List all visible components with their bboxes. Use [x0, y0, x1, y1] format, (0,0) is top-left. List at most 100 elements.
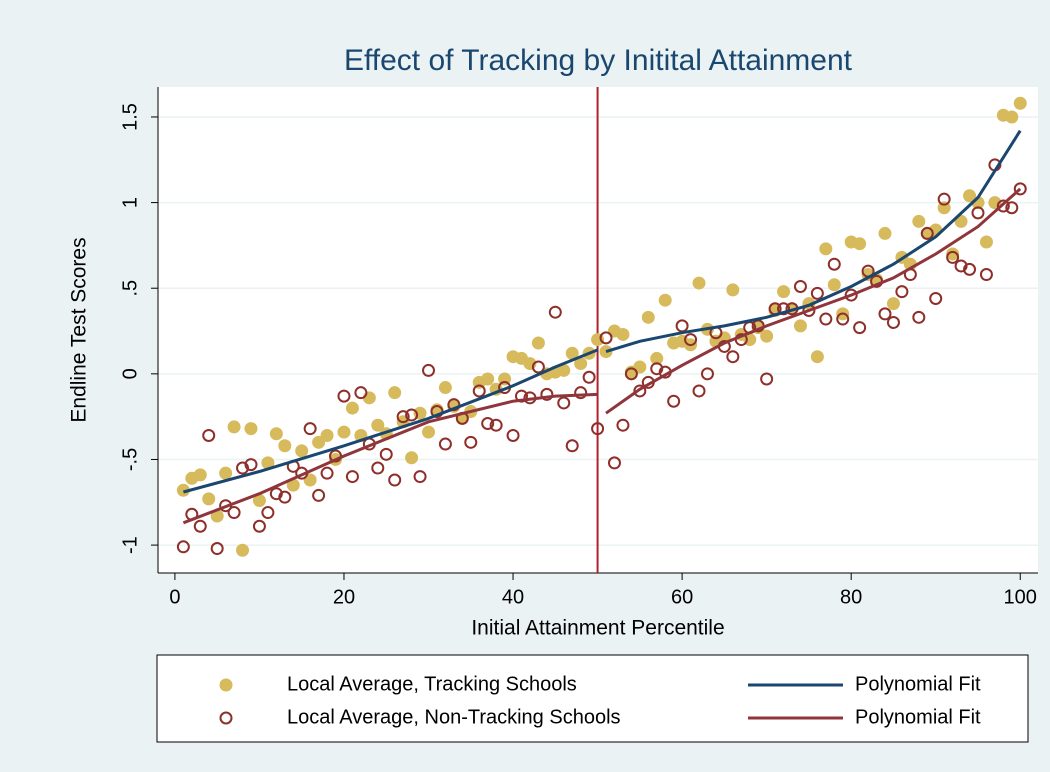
y-axis-label: Endline Test Scores: [68, 237, 91, 422]
scatter-point: [971, 206, 985, 220]
scatter-point: [261, 456, 275, 470]
scatter-point: [726, 350, 740, 364]
scatter-point: [827, 257, 841, 271]
scatter-point: [963, 262, 977, 276]
legend-label: Polynomial Fit: [855, 673, 981, 695]
scatter-point: [616, 418, 630, 432]
scatter-point: [354, 386, 368, 400]
scatter-point: [853, 237, 867, 251]
scatter-point: [396, 410, 410, 424]
scatter-point: [574, 357, 588, 371]
y-tick-label: .5: [119, 280, 141, 297]
scatter-point: [641, 310, 655, 324]
scatter-point: [379, 447, 393, 461]
y-tick-label: 1: [119, 197, 141, 208]
scatter-point: [565, 346, 579, 360]
scatter-point: [1005, 201, 1019, 215]
scatter-point: [540, 387, 554, 401]
scatter-point: [422, 363, 436, 377]
scatter-point: [303, 422, 317, 436]
scatter-point: [252, 494, 266, 508]
scatter-point: [726, 283, 740, 297]
scatter-point: [219, 466, 233, 480]
scatter-point: [912, 214, 926, 228]
scatter-point: [996, 199, 1010, 213]
scatter-point: [895, 285, 909, 299]
x-tick-label: 0: [169, 586, 180, 608]
chart-title: Effect of Tracking by Initital Attainmen…: [344, 44, 853, 77]
scatter-point: [574, 386, 588, 400]
x-tick-label: 20: [333, 586, 355, 608]
scatter-point: [176, 483, 190, 497]
scatter-point: [176, 540, 190, 554]
scatter-point: [810, 350, 824, 364]
scatter-point: [472, 384, 486, 398]
scatter-point: [886, 315, 900, 329]
scatter-point: [929, 291, 943, 305]
scatter-point: [700, 367, 714, 381]
scatter-point: [236, 543, 250, 557]
scatter-point: [261, 506, 275, 520]
scatter-point: [920, 226, 934, 240]
scatter-point: [591, 422, 605, 436]
scatter-point: [312, 488, 326, 502]
scatter-point: [624, 367, 638, 381]
scatter-point: [337, 389, 351, 403]
scatter-point: [912, 310, 926, 324]
scatter-point: [531, 360, 545, 374]
scatter-point: [658, 293, 672, 307]
scatter-point: [819, 312, 833, 326]
scatter-point: [599, 331, 613, 345]
scatter-point: [979, 235, 993, 249]
scatter-point: [582, 370, 596, 384]
scatter-point: [633, 384, 647, 398]
fit-line: [182, 187, 1022, 525]
scatter-point: [244, 422, 258, 436]
scatter-point: [464, 435, 478, 449]
scatter-point: [667, 394, 681, 408]
scatter-point: [827, 278, 841, 292]
scatter-point: [793, 319, 807, 333]
scatter-point: [278, 490, 292, 504]
scatter-point: [244, 458, 258, 472]
scatter-point: [692, 384, 706, 398]
scatter-point: [489, 418, 503, 432]
scatter-point: [557, 396, 571, 410]
legend-marker: [219, 678, 233, 692]
scatter-point: [777, 302, 791, 316]
scatter-point: [650, 351, 664, 365]
scatter-point: [836, 312, 850, 326]
scatter-point: [278, 439, 292, 453]
scatter-point: [388, 473, 402, 487]
scatter-point: [557, 363, 571, 377]
legend-label: Local Average, Non-Tracking Schools: [287, 706, 621, 728]
scatter-point: [422, 425, 436, 439]
x-tick-label: 40: [502, 586, 524, 608]
fit-line: [183, 129, 1022, 494]
scatter-point: [937, 192, 951, 206]
scatter-point: [1013, 96, 1027, 110]
scatter-point: [979, 268, 993, 282]
scatter-point: [760, 329, 774, 343]
scatter-point: [946, 247, 960, 261]
y-tick-label: -1: [119, 536, 141, 554]
scatter-point: [371, 418, 385, 432]
scatter-point: [793, 280, 807, 294]
scatter-point: [202, 428, 216, 442]
scatter-point: [777, 285, 791, 299]
scatter-point: [286, 478, 300, 492]
legend-label: Local Average, Tracking Schools: [287, 673, 577, 695]
legend-box: [156, 654, 1029, 743]
scatter-point: [946, 250, 960, 264]
scatter-point: [193, 519, 207, 533]
scatter-point: [684, 333, 698, 347]
scatter-point: [295, 444, 309, 458]
scatter-point: [565, 439, 579, 453]
scatter-point: [193, 468, 207, 482]
scatter-point: [438, 437, 452, 451]
scatter-point: [210, 509, 224, 523]
scatter-point: [692, 276, 706, 290]
scatter-point: [371, 461, 385, 475]
